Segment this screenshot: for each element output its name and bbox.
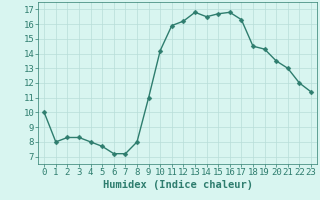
X-axis label: Humidex (Indice chaleur): Humidex (Indice chaleur) xyxy=(103,180,252,190)
